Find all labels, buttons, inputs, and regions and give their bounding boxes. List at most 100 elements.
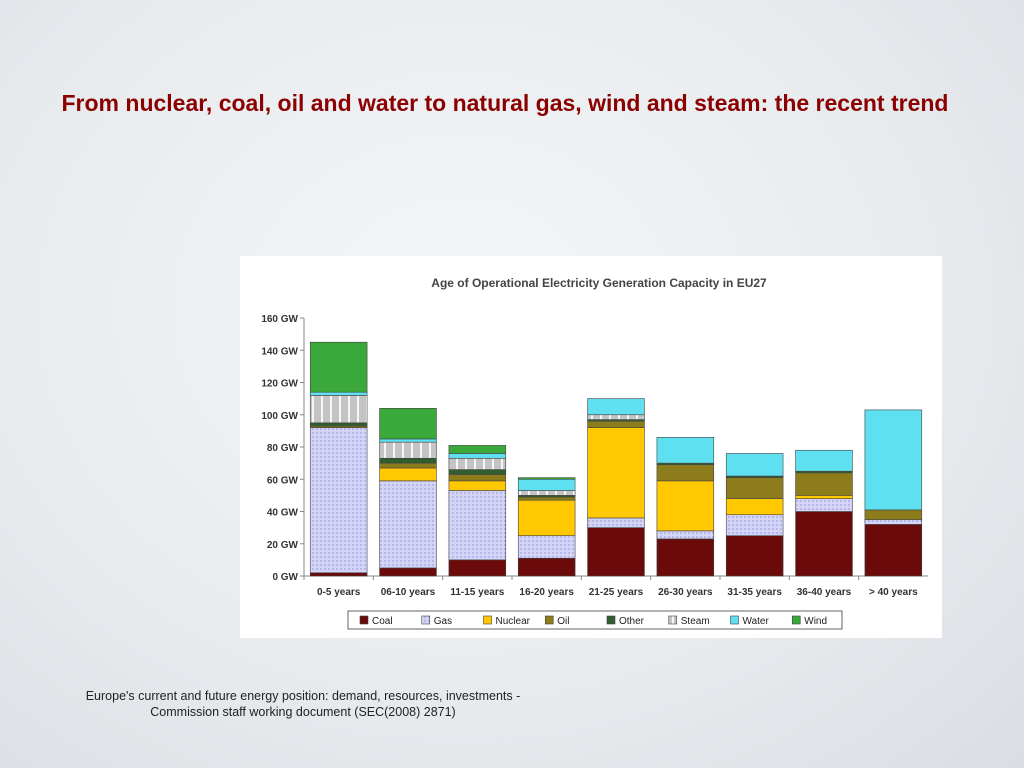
legend-label-other: Other [619,616,645,627]
legend-swatch-oil [544,615,554,625]
y-tick-label: 80 GW [267,443,299,454]
source-line-1: Europe's current and future energy posit… [85,689,521,703]
bar-segment-water [656,437,715,464]
legend-swatch-wind [791,615,801,625]
bar-segment-steam [448,457,507,470]
bar-segment-water [517,478,576,491]
bar-segment-oil [448,474,507,482]
legend-swatch-other [606,615,616,625]
legend-swatch-steam [668,615,678,625]
bar-segment-coal [587,527,645,577]
stacked-bar-chart: Age of Operational Electricity Generatio… [261,276,928,630]
bar-segment-nuclear [725,498,784,516]
legend-label-coal: Coal [372,616,393,627]
x-tick-label: 21-25 years [589,587,644,598]
bar-segment-other [448,469,507,475]
bar-segment-oil [517,496,576,501]
legend-label-water: Water [743,616,770,627]
bar-segment-coal [656,538,715,577]
legend-label-gas: Gas [434,616,452,627]
legend-label-nuclear: Nuclear [496,616,531,627]
bar-segment-coal [517,557,576,577]
y-tick-label: 100 GW [261,411,298,422]
bar-segment-nuclear [379,467,437,482]
x-tick-label: 0-5 years [317,587,361,598]
legend-label-wind: Wind [804,616,827,627]
bar-segment-gas [379,480,437,569]
x-tick-label: 26-30 years [658,587,713,598]
bar-segment-steam [587,414,645,420]
legend-box [347,610,843,630]
bar-segment-nuclear [656,480,715,532]
bar-segment-oil [795,472,853,496]
legend-swatch-nuclear [483,615,492,625]
source-line-2: Commission staff working document (SEC(2… [150,705,456,719]
bar-segment-oil [587,420,645,428]
bar-segment-gas [725,514,784,536]
bar-segment-other [309,422,368,427]
bar-segment-nuclear [448,480,507,491]
y-axis: 0 GW 20 GW 40 GW 60 GW 80 GW 100 GW 120 GW 140 … [261,314,305,583]
legend-swatch-water [730,615,739,625]
chart-container: Age of Operational Electricity Generatio… [240,256,942,638]
y-tick-label: 40 GW [267,508,299,519]
legend: Coal Gas Nuclear Oil Other Steam Water Wind [347,610,843,630]
bar-segment-steam [379,441,437,459]
bar-segment-water [448,453,507,459]
y-tick-label: 20 GW [267,540,299,551]
bar-segment-water [587,398,645,416]
bar-segment-gas [795,498,853,512]
y-tick-label: 0 GW [272,572,298,583]
bar-segment-gas [656,530,715,540]
y-tick-label: 160 GW [261,314,298,325]
bar-segment-oil [656,464,715,482]
x-tick-label: 31-35 years [727,587,782,598]
bar-segment-gas [864,519,923,525]
bar-segment-gas [309,427,368,574]
bar-segment-water [795,449,853,472]
chart-title: Age of Operational Electricity Generatio… [431,276,767,290]
y-tick-label: 140 GW [261,346,298,357]
bar-segment-water [309,391,368,396]
bar-segment-coal [725,535,784,577]
x-axis: 0-5 years 06-10 years 11-15 years 16-20 yea… [303,575,928,598]
bar-segment-gas [517,535,576,559]
slide-title: From nuclear, coal, oil and water to nat… [61,90,949,116]
bar-segment-wind [309,341,368,393]
bar-segment-gas [448,490,507,561]
x-tick-label: 06-10 years [381,587,436,598]
bar-segment-oil [725,477,784,499]
bar-segment-coal [379,567,437,577]
bar-segment-nuclear [517,499,576,536]
legend-swatch-gas [421,615,431,625]
bar-segment-nuclear [795,495,853,499]
x-tick-label: 16-20 years [519,587,574,598]
bar-segment-water [725,453,784,477]
bar-segment-water [379,438,437,443]
bar-segment-oil [379,462,437,469]
legend-label-oil: Oil [557,616,569,627]
bar-segment-wind [448,445,507,454]
bars [309,341,923,577]
bar-segment-coal [795,511,853,577]
bar-segment-wind [517,477,576,480]
bar-segment-coal [864,524,923,577]
bar-segment-oil [864,509,923,520]
x-tick-label: 11-15 years [450,587,504,598]
y-tick-label: 60 GW [267,475,299,486]
bar-segment-coal [309,572,368,577]
bar-segment-gas [587,517,645,528]
x-tick-label: 36-40 years [797,587,852,598]
bar-segment-steam [309,395,368,424]
legend-label-steam: Steam [681,616,710,627]
bar-segment-water [864,409,923,511]
bar-segment-nuclear [587,427,645,519]
bar-segment-other [379,457,437,464]
x-tick-label: > 40 years [869,587,918,598]
legend-swatch-coal [359,615,369,625]
bar-segment-steam [517,490,576,496]
bar-segment-wind [379,408,437,440]
source-note: Europe's current and future energy posit… [53,688,553,720]
y-tick-label: 120 GW [261,379,298,390]
bar-segment-coal [448,559,507,577]
